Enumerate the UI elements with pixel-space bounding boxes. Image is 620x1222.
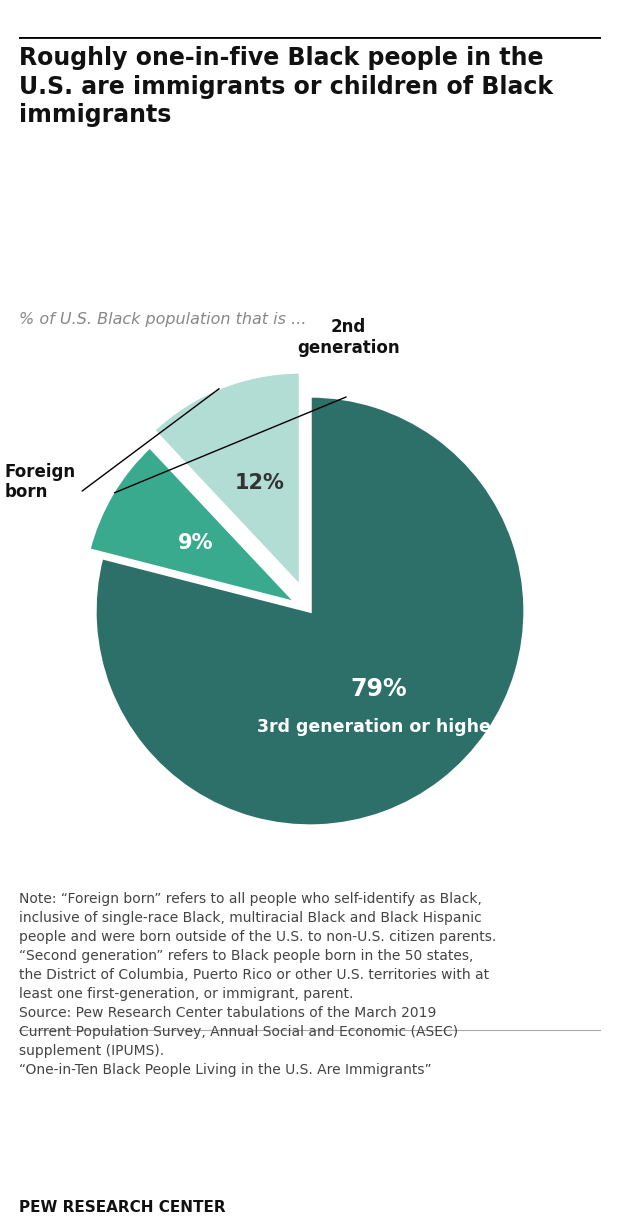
Text: Roughly one-in-five Black people in the
U.S. are immigrants or children of Black: Roughly one-in-five Black people in the … <box>19 45 552 127</box>
Text: 79%: 79% <box>350 677 407 700</box>
Text: 9%: 9% <box>177 533 213 554</box>
Wedge shape <box>89 446 297 604</box>
Text: 3rd generation or higher: 3rd generation or higher <box>257 719 500 737</box>
Text: Foreign
born: Foreign born <box>4 463 76 501</box>
Text: 2nd
generation: 2nd generation <box>298 319 400 357</box>
Text: Note: “Foreign born” refers to all people who self-identify as Black,
inclusive : Note: “Foreign born” refers to all peopl… <box>19 892 496 1077</box>
Text: % of U.S. Black population that is ...: % of U.S. Black population that is ... <box>19 312 306 326</box>
Text: 12%: 12% <box>234 473 284 492</box>
Wedge shape <box>95 396 525 826</box>
Text: PEW RESEARCH CENTER: PEW RESEARCH CENTER <box>19 1200 225 1215</box>
Wedge shape <box>153 371 301 587</box>
